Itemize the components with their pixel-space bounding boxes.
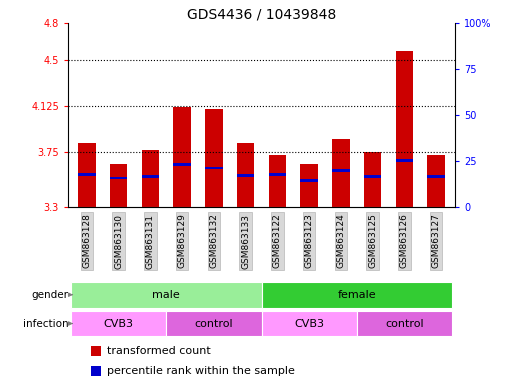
Text: male: male: [153, 290, 180, 300]
Text: transformed count: transformed count: [107, 346, 210, 356]
Text: CVB3: CVB3: [294, 318, 324, 329]
Bar: [364, 175, 381, 178]
Text: gender: gender: [31, 290, 69, 300]
Bar: [269, 154, 286, 207]
Title: GDS4436 / 10439848: GDS4436 / 10439848: [187, 8, 336, 22]
Bar: [78, 144, 96, 207]
Bar: [300, 179, 318, 182]
Bar: [427, 175, 445, 178]
FancyBboxPatch shape: [71, 282, 262, 308]
Text: percentile rank within the sample: percentile rank within the sample: [107, 366, 294, 376]
Text: female: female: [337, 290, 376, 300]
Text: infection: infection: [22, 318, 69, 329]
Bar: [174, 107, 191, 207]
Bar: [332, 139, 349, 207]
Text: control: control: [385, 318, 424, 329]
Bar: [91, 346, 101, 356]
Bar: [237, 174, 254, 177]
Bar: [110, 177, 128, 179]
Bar: [142, 150, 159, 207]
Bar: [427, 154, 445, 207]
Bar: [395, 51, 413, 207]
Text: CVB3: CVB3: [104, 318, 134, 329]
Bar: [395, 159, 413, 162]
Text: control: control: [195, 318, 233, 329]
FancyBboxPatch shape: [262, 311, 357, 336]
Bar: [300, 164, 318, 207]
FancyBboxPatch shape: [71, 311, 166, 336]
FancyBboxPatch shape: [262, 282, 452, 308]
Bar: [110, 164, 128, 207]
Bar: [142, 175, 159, 178]
Bar: [332, 169, 349, 172]
FancyBboxPatch shape: [166, 311, 262, 336]
FancyBboxPatch shape: [357, 311, 452, 336]
Bar: [78, 173, 96, 175]
Bar: [237, 144, 254, 207]
Bar: [269, 173, 286, 175]
Bar: [205, 109, 223, 207]
Bar: [91, 366, 101, 376]
Bar: [205, 167, 223, 169]
Bar: [174, 163, 191, 166]
Bar: [364, 152, 381, 207]
